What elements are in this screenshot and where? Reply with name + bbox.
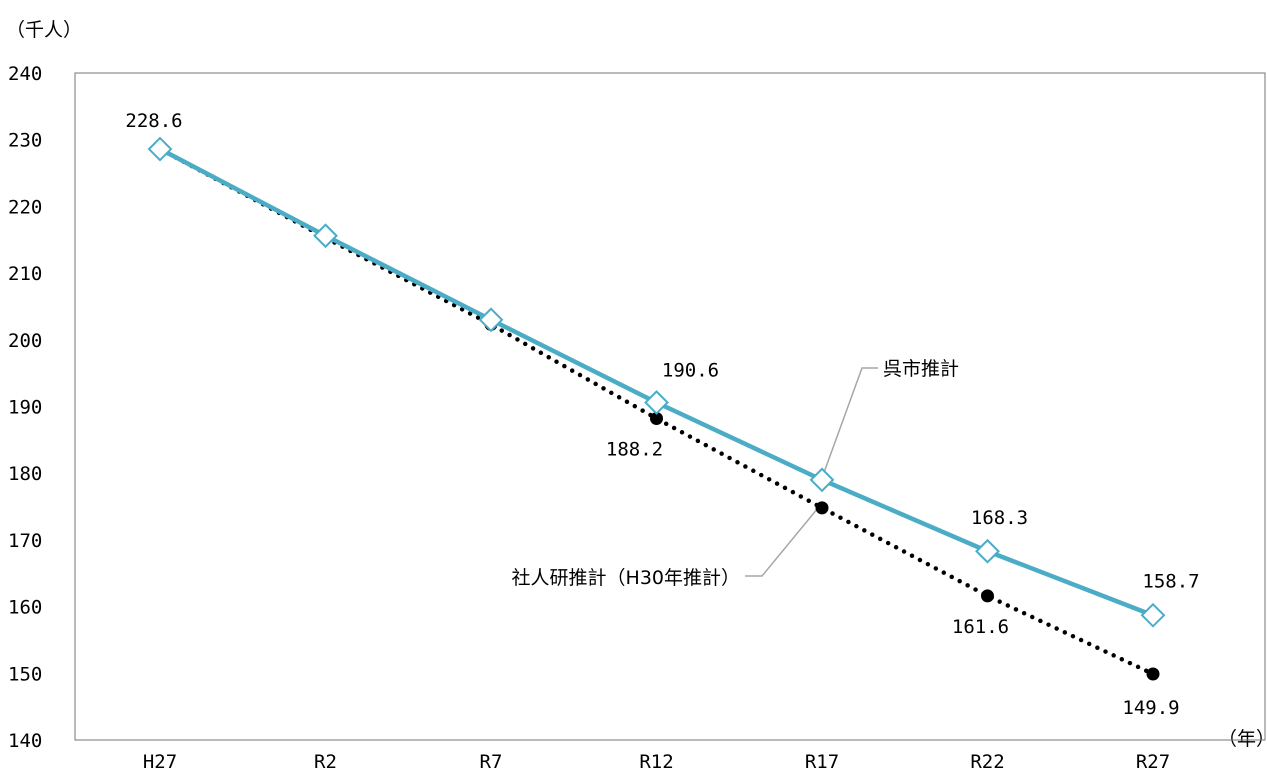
x-tick-label: R22 [970,751,1004,773]
x-axis-ticks: H27 R2 R7 R12 R17 R22 R27 [143,751,1170,773]
series-marker-kure [809,467,835,493]
x-tick-label: R17 [805,751,839,773]
series-marker-shajinken [981,589,994,603]
x-axis-unit-label: （年） [1218,728,1267,750]
x-tick-label: R27 [1136,751,1170,773]
data-label: 168.3 [971,507,1028,529]
series-marker-kure [478,307,504,333]
series-marker-kure [975,538,1000,564]
y-tick-label: 240 [8,63,42,85]
series-marker-shajinken [1146,667,1160,681]
x-tick-label: R12 [639,751,673,773]
series-markers [147,136,1166,681]
x-tick-label: H27 [143,751,177,773]
data-label: 161.6 [952,616,1009,638]
series-name-shajinken: 社人研推計（H30年推計） [512,567,740,589]
series-marker-kure [313,223,338,249]
data-label: 228.6 [125,110,182,132]
y-axis-unit-label: （千人） [6,19,82,41]
series-marker-shajinken [650,412,663,426]
data-label: 158.7 [1142,570,1199,592]
series-marker-kure [147,136,173,162]
series-line-kure [158,147,1154,618]
series-marker-kure [1140,602,1166,628]
x-tick-label: R7 [480,751,503,773]
leader-line-shajinken [745,507,819,577]
data-label: 149.9 [1122,697,1179,719]
x-tick-label: R2 [314,751,337,773]
data-labels: 228.6 190.6 168.3 158.7 188.2 161.6 149.9 [125,110,1199,719]
data-label: 188.2 [606,439,663,461]
series-marker-shajinken [815,501,829,515]
y-tick-label: 220 [8,196,42,218]
plot-area-frame [74,72,1266,741]
series-marker-kure [644,390,669,415]
y-tick-label: 150 [8,663,42,685]
leader-line-kure [821,367,878,479]
y-tick-label: 160 [8,597,42,619]
y-tick-label: 190 [8,397,42,419]
y-tick-label: 230 [8,130,42,152]
y-tick-label: 200 [8,330,42,352]
data-label: 190.6 [662,359,719,381]
series-name-kure: 呉市推計 [883,358,959,380]
y-tick-label: 180 [8,463,42,485]
y-tick-label: 170 [8,530,42,552]
series-leader-lines [745,367,878,577]
y-tick-label: 210 [8,263,42,285]
y-tick-label: 140 [8,730,42,752]
y-axis-ticks: 140 150 160 170 180 190 200 210 220 230 240 [8,63,42,752]
